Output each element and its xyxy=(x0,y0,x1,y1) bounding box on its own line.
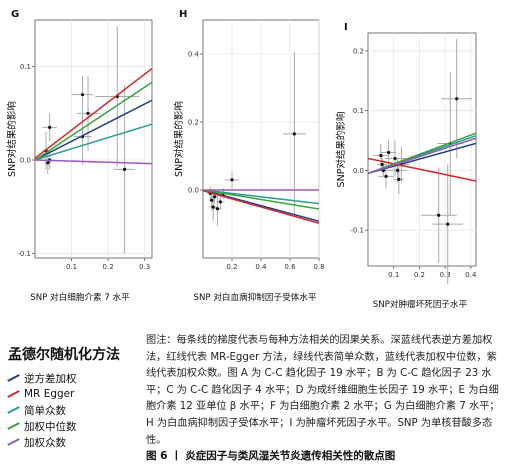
regression-line-ivw xyxy=(368,142,476,175)
x-tick-label: 0.3 xyxy=(440,271,451,279)
legend-item-egger: MR Egger xyxy=(6,386,146,402)
legend-item-wmedian: 加权中位数 xyxy=(6,418,146,434)
legend-label: MR Egger xyxy=(24,388,75,400)
x-tick-label: 0.2 xyxy=(103,263,114,271)
data-point xyxy=(395,168,400,173)
x-tick-label: 0.2 xyxy=(414,271,425,279)
data-point xyxy=(48,125,52,129)
y-tick-label: 0.1 xyxy=(20,63,31,71)
panel-g: 0.1 0.2 0.3 -0.1 0.0 0.1 G SNP对结果的影响 SNP 对白细胞介素 … xyxy=(6,9,153,303)
legend-title: 孟德尔随机化方法 xyxy=(8,347,120,363)
regression-line-wmode xyxy=(35,159,152,165)
data-point xyxy=(446,222,450,226)
data-point xyxy=(46,161,50,165)
panel-label: I xyxy=(344,22,348,33)
y-tick-label: 0.0 xyxy=(353,167,364,175)
regression-line-median xyxy=(35,123,152,161)
data-point xyxy=(210,198,214,202)
data-point xyxy=(437,213,441,217)
regression-line-egger xyxy=(35,67,152,159)
legend-swatch-wmedian xyxy=(6,422,20,430)
x-tick-label: 0.4 xyxy=(465,271,477,279)
regression-line-ivw xyxy=(203,189,319,223)
data-point xyxy=(211,205,215,209)
regression-line-wmedian xyxy=(368,132,476,175)
y-axis-label: SNP对结果的影响 xyxy=(335,112,347,188)
legend-swatch-median xyxy=(6,406,20,414)
y-axis-label: SNP对结果的影响 xyxy=(6,101,18,177)
regression-line-egger xyxy=(368,157,476,182)
data-point xyxy=(397,177,401,181)
data-point xyxy=(122,167,127,171)
panel-label: G xyxy=(11,9,19,20)
regression-line-wmedian xyxy=(203,189,319,210)
y-axis-label: SNP对结果的影响 xyxy=(173,101,185,177)
legend-swatch-egger xyxy=(6,390,20,398)
y-tick-label: 0.2 xyxy=(188,119,199,127)
y-tick-label: 0.1 xyxy=(353,107,364,115)
y-tick-label: 0.4 xyxy=(188,51,200,59)
data-point xyxy=(218,200,222,204)
legend-swatch-wmode xyxy=(6,438,20,446)
legend-item-median: 简单众数 xyxy=(6,402,146,418)
panel-i: 0.1 0.2 0.3 0.4 -0.1 0.0 0.1 0.2 I SNP对结果的影响 SNP对肿… xyxy=(335,22,477,310)
plot-frame xyxy=(367,32,477,267)
regression-line-egger xyxy=(203,189,319,225)
x-tick-label: 0.2 xyxy=(226,263,237,271)
data-point xyxy=(380,162,384,167)
x-axis-label: SNP 对白细胞介素 7 水平 xyxy=(30,291,130,303)
plot-frame xyxy=(34,19,153,259)
method-legend: 孟德尔随机化方法 逆方差加权 MR Egger 简单众数 加权中位数 加权众数 xyxy=(6,344,146,450)
x-tick-label: 0.6 xyxy=(284,263,296,271)
x-axis-label: SNP 对白血病抑制因子受体水平 xyxy=(194,291,317,303)
data-point xyxy=(393,156,397,161)
y-tick-label: 0.0 xyxy=(20,157,31,165)
data-point xyxy=(86,111,90,115)
legend-item-ivw: 逆方差加权 xyxy=(6,370,146,386)
regression-line-median xyxy=(203,189,319,205)
legend-label: 加权众数 xyxy=(24,436,66,449)
x-axis-label: SNP对肿瘤坏死因子水平 xyxy=(373,298,468,310)
data-point xyxy=(455,97,459,101)
data-point xyxy=(80,93,85,97)
legend-swatch-ivw xyxy=(6,374,20,382)
regression-line-wmedian xyxy=(35,81,152,161)
x-tick-label: 0.4 xyxy=(255,263,267,271)
legend-item-wmode: 加权众数 xyxy=(6,434,146,450)
figure-title: 图 6 丨 炎症因子与类风湿关节炎遗传相关性的散点图 xyxy=(146,450,396,462)
data-point xyxy=(213,195,217,199)
y-tick-label: -0.1 xyxy=(17,250,31,258)
data-point xyxy=(379,153,383,158)
data-point xyxy=(215,207,220,211)
figure-caption: 图注：每条线的梯度代表与每种方法相关的因果关系。深蓝线代表逆方差加权法，红线代表… xyxy=(146,335,500,446)
x-tick-label: 0.1 xyxy=(388,271,399,279)
legend-label: 简单众数 xyxy=(24,404,66,417)
data-point xyxy=(230,178,234,182)
panel-h: 0.2 0.4 0.6 0.8 0.0 0.2 0.4 H SNP对结果的影响 SNP 对白血病抑… xyxy=(173,9,325,303)
panel-label: H xyxy=(179,9,187,20)
scatter-plots: 0.1 0.2 0.3 -0.1 0.0 0.1 G SNP对结果的影响 SNP 对白细胞介素 … xyxy=(6,9,477,310)
legend-label: 逆方差加权 xyxy=(24,372,77,385)
y-tick-label: 0.2 xyxy=(353,47,364,55)
x-tick-label: 0.3 xyxy=(139,263,150,271)
x-tick-label: 0.8 xyxy=(313,263,324,271)
legend-label: 加权中位数 xyxy=(24,420,77,433)
data-point xyxy=(386,150,391,155)
y-tick-label: -0.1 xyxy=(350,227,364,235)
data-point xyxy=(384,174,388,178)
regression-line-ivw xyxy=(35,99,152,161)
x-tick-label: 0.1 xyxy=(66,263,77,271)
data-point xyxy=(292,132,296,136)
y-tick-label: 0.0 xyxy=(188,187,199,195)
regression-line-wmode xyxy=(368,137,476,175)
